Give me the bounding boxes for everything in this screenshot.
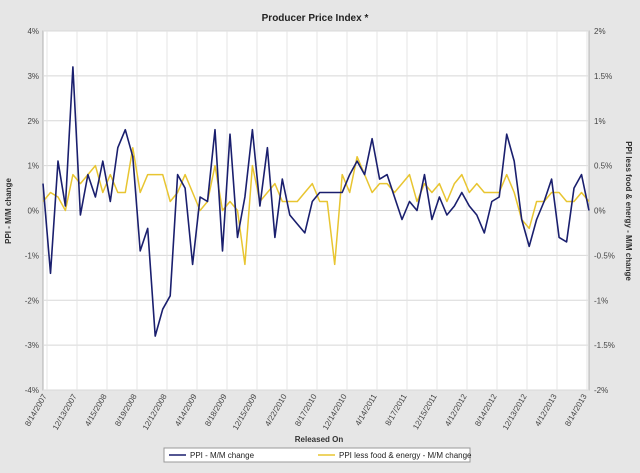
left-y-tick-label: -2% [25, 296, 39, 305]
left-y-tick-label: 3% [27, 72, 39, 81]
legend-label-core-ppi: PPI less food & energy - M/M change [339, 451, 472, 460]
right-y-tick-label: -0.5% [594, 251, 615, 260]
right-y-tick-label: 0.5% [594, 162, 612, 171]
left-y-tick-label: 1% [27, 162, 39, 171]
right-y-tick-label: 2% [594, 27, 606, 36]
chart-title: Producer Price Index * [262, 13, 369, 24]
left-y-tick-label: -1% [25, 251, 39, 260]
left-y-tick-label: 2% [27, 117, 39, 126]
legend-item-ppi[interactable]: PPI - M/M change [169, 451, 255, 460]
right-y-tick-label: 0% [594, 207, 606, 216]
series-line-core-ppi [42, 146, 590, 266]
series-line-ppi [42, 66, 590, 337]
right-y-tick-label: 1% [594, 117, 606, 126]
right-y-tick-label: -2% [594, 386, 608, 395]
left-y-tick-label: -4% [25, 386, 39, 395]
left-y-tick-label: 4% [27, 27, 39, 36]
legend: PPI - M/M change PPI less food & energy … [163, 447, 472, 463]
right-y-tick-label: -1% [594, 296, 608, 305]
right-y-axis-title: PPI less food & energy - M/M change [624, 141, 633, 281]
left-y-tick-label: -3% [25, 341, 39, 350]
x-axis-title: Released On [295, 435, 344, 444]
left-y-tick-label: 0% [27, 207, 39, 216]
legend-box [163, 447, 471, 463]
left-y-axis-title: PPI - M/M change [4, 178, 13, 244]
right-y-tick-label: -1.5% [594, 341, 615, 350]
right-y-tick-label: 1.5% [594, 72, 612, 81]
legend-item-core-ppi[interactable]: PPI less food & energy - M/M change [318, 451, 472, 460]
legend-label-ppi: PPI - M/M change [190, 451, 255, 460]
